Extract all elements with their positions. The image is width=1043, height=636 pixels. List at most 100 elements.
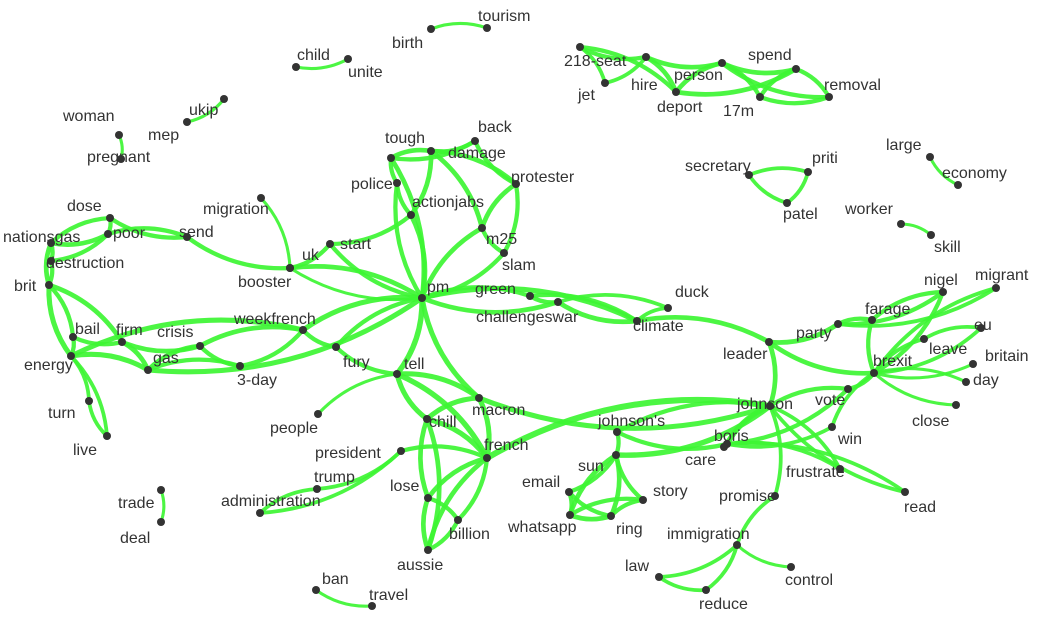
node-actionjabs[interactable] <box>407 211 415 219</box>
node-vote[interactable] <box>844 385 852 393</box>
node-whatsapp[interactable] <box>566 511 574 519</box>
node-billion[interactable] <box>454 516 462 524</box>
node-french[interactable] <box>483 454 491 462</box>
node-unite[interactable] <box>344 55 352 63</box>
node-poor[interactable] <box>104 230 112 238</box>
node-ukip[interactable] <box>220 95 228 103</box>
node-care[interactable] <box>720 443 728 451</box>
node-live[interactable] <box>103 432 111 440</box>
node-migration[interactable] <box>257 194 265 202</box>
node-booster[interactable] <box>286 264 294 272</box>
node-spend[interactable] <box>792 65 800 73</box>
node-ban[interactable] <box>312 586 320 594</box>
node-patel[interactable] <box>783 199 791 207</box>
node-people[interactable] <box>314 410 322 418</box>
node-birth[interactable] <box>427 25 435 33</box>
node-person[interactable] <box>672 88 680 96</box>
node-crisis[interactable] <box>196 342 204 350</box>
node-migrant[interactable] <box>992 284 1000 292</box>
node-bail[interactable] <box>69 333 77 341</box>
node-trade[interactable] <box>157 486 165 494</box>
node-immigration[interactable] <box>733 541 741 549</box>
node-email[interactable] <box>565 488 573 496</box>
node-turn[interactable] <box>85 397 93 405</box>
node-johnsons[interactable] <box>613 428 621 436</box>
node-jet[interactable] <box>601 79 609 87</box>
node-nigel[interactable] <box>939 288 947 296</box>
node-macron[interactable] <box>475 394 483 402</box>
node-17m[interactable] <box>756 93 764 101</box>
node-read[interactable] <box>901 488 909 496</box>
node-pm[interactable] <box>418 294 426 302</box>
node-energy[interactable] <box>67 352 75 360</box>
node-law[interactable] <box>655 573 663 581</box>
node-deport[interactable] <box>718 59 726 67</box>
node-tough[interactable] <box>387 154 395 162</box>
node-gas[interactable] <box>144 366 152 374</box>
node-sun[interactable] <box>612 451 620 459</box>
node-green[interactable] <box>526 292 534 300</box>
node-lose[interactable] <box>424 494 432 502</box>
node-brit[interactable] <box>45 281 53 289</box>
node-slam[interactable] <box>500 249 508 257</box>
node-britain[interactable] <box>969 360 977 368</box>
node-tell[interactable] <box>393 370 401 378</box>
node-travel[interactable] <box>368 602 376 610</box>
node-label-tell: tell <box>404 356 424 373</box>
node-weekfrench[interactable] <box>299 326 307 334</box>
node-dose[interactable] <box>106 214 114 222</box>
node-worker[interactable] <box>897 220 905 228</box>
node-administration[interactable] <box>256 509 264 517</box>
node-protester[interactable] <box>512 180 520 188</box>
node-removal[interactable] <box>825 93 833 101</box>
node-economy[interactable] <box>954 181 962 189</box>
node-firm[interactable] <box>118 338 126 346</box>
node-tourism[interactable] <box>483 24 491 32</box>
node-skill[interactable] <box>927 231 935 239</box>
node-day[interactable] <box>962 378 970 386</box>
node-damage[interactable] <box>427 147 435 155</box>
node-eu[interactable] <box>977 324 985 332</box>
node-brexit[interactable] <box>870 369 878 377</box>
node-promise[interactable] <box>771 492 779 500</box>
node-farage[interactable] <box>868 316 876 324</box>
node-deal[interactable] <box>157 518 165 526</box>
node-chill[interactable] <box>423 415 431 423</box>
node-child[interactable] <box>292 63 300 71</box>
node-nationsgas[interactable] <box>47 239 55 247</box>
node-hire[interactable] <box>642 53 650 61</box>
node-win[interactable] <box>828 423 836 431</box>
node-woman[interactable] <box>115 131 123 139</box>
node-johnson[interactable] <box>766 402 774 410</box>
node-start[interactable] <box>326 240 334 248</box>
node-destruction[interactable] <box>47 257 55 265</box>
node-reduce[interactable] <box>702 586 710 594</box>
node-control[interactable] <box>787 563 795 571</box>
node-close[interactable] <box>952 401 960 409</box>
node-climate[interactable] <box>633 317 641 325</box>
node-duck[interactable] <box>664 304 672 312</box>
node-send[interactable] <box>183 233 191 241</box>
node-president[interactable] <box>397 447 405 455</box>
node-leave[interactable] <box>920 335 928 343</box>
node-fury[interactable] <box>332 343 340 351</box>
node-frustrate[interactable] <box>836 465 844 473</box>
node-trump[interactable] <box>313 485 321 493</box>
node-leader[interactable] <box>765 338 773 346</box>
node-back[interactable] <box>471 137 479 145</box>
node-story[interactable] <box>639 496 647 504</box>
node-m25[interactable] <box>478 224 486 232</box>
node-ring[interactable] <box>607 512 615 520</box>
node-3-day[interactable] <box>236 362 244 370</box>
node-pregnant[interactable] <box>117 155 125 163</box>
node-priti[interactable] <box>804 168 812 176</box>
node-aussie[interactable] <box>424 546 432 554</box>
node-party[interactable] <box>834 320 842 328</box>
node-mep[interactable] <box>183 118 191 126</box>
node-challengeswar[interactable] <box>554 298 562 306</box>
node-large[interactable] <box>926 153 934 161</box>
node-218-seat[interactable] <box>576 43 584 51</box>
node-secretary[interactable] <box>745 171 753 179</box>
node-label-travel: travel <box>369 587 408 604</box>
node-police[interactable] <box>393 179 401 187</box>
